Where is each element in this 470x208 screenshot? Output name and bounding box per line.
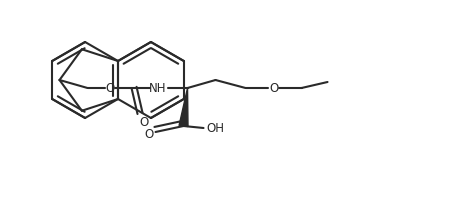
Text: NH: NH [149,82,166,94]
Text: O: O [139,115,148,129]
Text: O: O [105,82,114,94]
Polygon shape [179,88,188,126]
Text: O: O [144,129,153,141]
Text: O: O [269,82,278,94]
Text: OH: OH [206,121,225,135]
